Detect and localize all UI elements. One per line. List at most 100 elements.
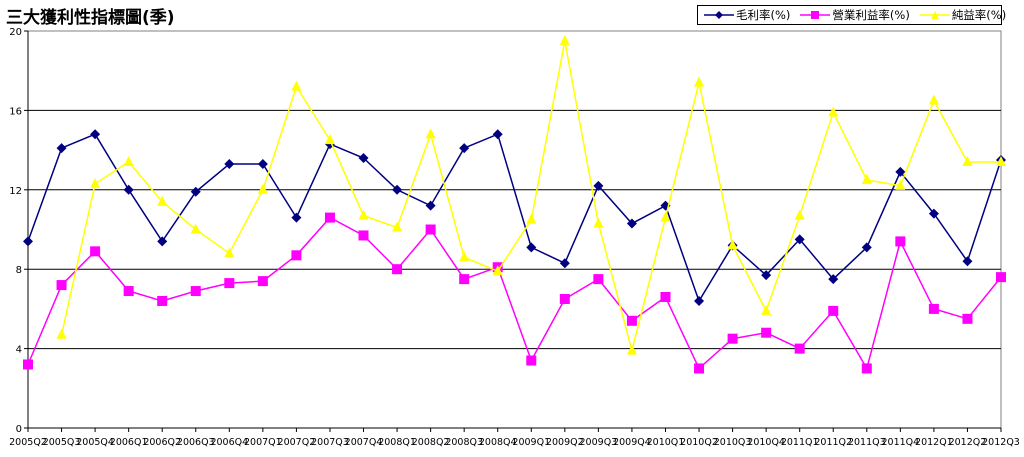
data-point-gross-margin — [123, 184, 134, 195]
data-point-gross-margin — [90, 129, 101, 140]
x-tick-label: 2009Q2 — [546, 437, 584, 448]
x-tick-label: 2010Q2 — [680, 437, 718, 448]
data-point-net-margin — [761, 304, 772, 315]
data-point-operating-margin — [324, 212, 335, 223]
data-point-net-margin — [425, 128, 436, 139]
data-point-net-margin — [694, 76, 705, 87]
y-tick-label: 20 — [9, 27, 22, 38]
data-point-gross-margin — [23, 236, 33, 247]
data-point-operating-margin — [694, 363, 705, 374]
data-point-net-margin — [626, 344, 637, 355]
data-point-net-margin — [861, 173, 872, 184]
data-point-operating-margin — [928, 303, 939, 314]
legend-item-gross-margin: 毛利率(%) — [704, 7, 790, 23]
data-point-operating-margin — [56, 280, 67, 291]
legend-label-operating-margin: 營業利益率(%) — [832, 8, 910, 22]
x-tick-label: 2008Q1 — [378, 437, 416, 448]
data-point-net-margin — [794, 209, 805, 220]
data-point-gross-margin — [559, 258, 570, 269]
data-point-operating-margin — [526, 355, 537, 366]
series-line-operating-margin — [27, 216, 1002, 371]
data-point-operating-margin — [626, 315, 637, 326]
x-tick-label: 2007Q3 — [311, 437, 349, 448]
data-point-net-margin — [962, 156, 973, 167]
data-point-gross-margin — [157, 236, 168, 247]
data-point-net-margin — [526, 213, 537, 224]
x-tick-label: 2009Q4 — [613, 437, 651, 448]
data-point-net-margin — [291, 80, 302, 91]
x-tick-label: 2005Q4 — [76, 437, 114, 448]
plot-area — [27, 30, 1002, 429]
x-tick-label: 2011Q4 — [881, 437, 919, 448]
data-point-net-margin — [90, 177, 101, 188]
data-point-gross-margin — [962, 256, 973, 267]
y-tick-label: 0 — [16, 424, 22, 435]
x-tick-label: 2009Q1 — [512, 437, 550, 448]
x-tick-label: 2005Q2 — [9, 437, 47, 448]
x-tick-label: 2012Q1 — [915, 437, 953, 448]
data-point-net-margin — [727, 239, 738, 250]
data-point-operating-margin — [190, 286, 201, 297]
y-tick-label: 4 — [16, 345, 22, 356]
data-point-gross-margin — [928, 208, 939, 219]
data-point-net-margin — [928, 94, 939, 105]
data-point-gross-margin — [761, 270, 772, 281]
data-point-net-margin — [828, 106, 839, 117]
data-point-operating-margin — [123, 286, 134, 297]
data-point-operating-margin — [358, 230, 369, 241]
data-point-operating-margin — [593, 274, 604, 285]
data-point-net-margin — [123, 156, 134, 167]
legend-item-net-margin: 純益率(%) — [919, 7, 1007, 23]
x-tick-label: 2009Q3 — [580, 437, 618, 448]
data-point-operating-margin — [224, 278, 235, 289]
x-tick-label: 2008Q2 — [412, 437, 450, 448]
data-point-net-margin — [895, 179, 906, 190]
data-point-gross-margin — [358, 153, 369, 164]
x-tick-label: 2006Q1 — [110, 437, 148, 448]
x-tick-label: 2012Q3 — [982, 437, 1020, 448]
data-point-operating-margin — [257, 276, 268, 287]
legend-label-gross-margin: 毛利率(%) — [736, 8, 791, 22]
data-point-operating-margin — [459, 274, 470, 285]
data-point-gross-margin — [56, 143, 67, 154]
data-point-net-margin — [224, 247, 235, 258]
data-point-gross-margin — [257, 158, 268, 169]
legend-swatch-net-margin — [919, 11, 950, 19]
data-point-operating-margin — [962, 313, 973, 324]
data-point-gross-margin — [459, 143, 470, 154]
data-point-net-margin — [459, 251, 470, 262]
data-point-gross-margin — [626, 218, 637, 229]
data-point-gross-margin — [828, 274, 839, 285]
x-tick-label: 2005Q3 — [43, 437, 81, 448]
data-point-net-margin — [660, 211, 671, 222]
x-tick-label: 2010Q4 — [747, 437, 785, 448]
data-point-operating-margin — [291, 250, 302, 261]
x-tick-label: 2010Q3 — [714, 437, 752, 448]
data-point-net-margin — [157, 195, 168, 206]
data-point-net-margin — [358, 209, 369, 220]
data-point-net-margin — [324, 134, 335, 145]
data-point-operating-margin — [861, 363, 872, 374]
data-point-gross-margin — [694, 295, 705, 306]
data-point-operating-margin — [996, 272, 1006, 283]
data-point-operating-margin — [425, 224, 436, 235]
y-tick-label: 12 — [9, 186, 22, 197]
x-tick-label: 2011Q1 — [781, 437, 819, 448]
data-point-operating-margin — [90, 246, 101, 257]
data-point-operating-margin — [761, 327, 772, 338]
data-point-net-margin — [392, 221, 403, 232]
x-tick-label: 2011Q3 — [848, 437, 886, 448]
x-tick-label: 2007Q2 — [278, 437, 316, 448]
data-point-operating-margin — [559, 293, 570, 304]
data-point-operating-margin — [828, 305, 839, 316]
legend-label-net-margin: 純益率(%) — [951, 8, 1007, 22]
x-tick-label: 2012Q2 — [949, 437, 987, 448]
data-point-operating-margin — [23, 359, 33, 370]
data-point-net-margin — [996, 156, 1006, 167]
x-tick-label: 2006Q3 — [177, 437, 215, 448]
data-point-gross-margin — [895, 166, 906, 177]
x-tick-label: 2008Q3 — [445, 437, 483, 448]
x-tick-label: 2006Q4 — [210, 437, 248, 448]
x-tick-label: 2010Q1 — [647, 437, 685, 448]
data-point-net-margin — [56, 328, 67, 339]
